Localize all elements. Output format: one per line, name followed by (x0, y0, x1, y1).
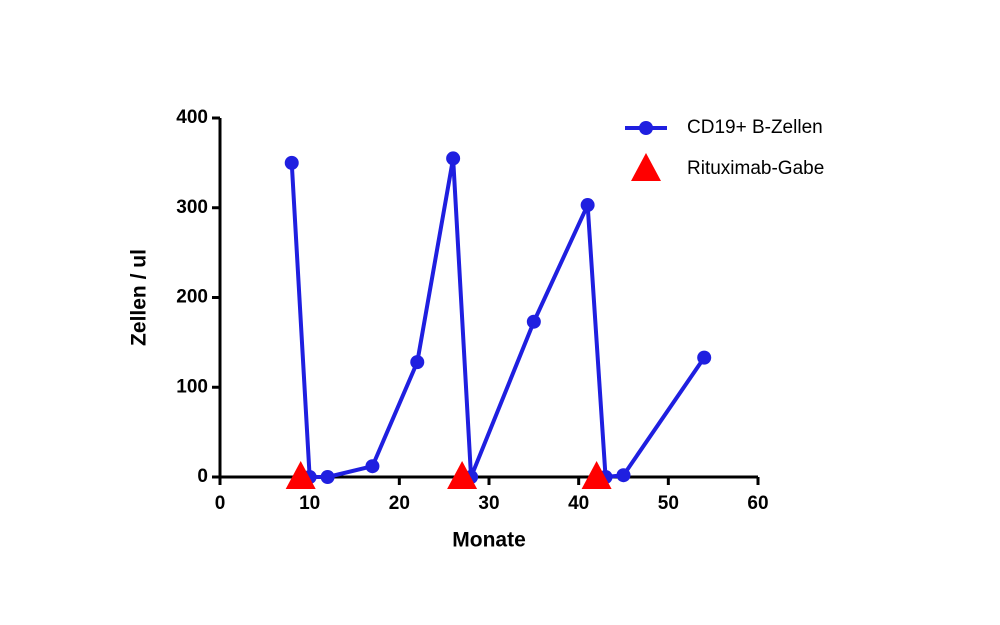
legend-label: CD19+ B-Zellen (687, 117, 823, 138)
y-axis-label: Zellen / ul (128, 249, 151, 346)
point (410, 355, 425, 370)
x-tick-label: 30 (478, 493, 499, 514)
point (446, 151, 461, 166)
triangle-marker (447, 461, 478, 489)
x-tick-label: 50 (658, 493, 679, 514)
x-tick-label: 60 (747, 493, 768, 514)
point (320, 470, 335, 484)
y-tick-label: 100 (176, 376, 208, 397)
x-axis-label: Monate (452, 529, 526, 552)
x-tick-label: 10 (299, 493, 320, 514)
point (526, 314, 541, 329)
y-tick-label: 400 (176, 107, 208, 128)
point (284, 155, 299, 170)
x-tick-label: 20 (389, 493, 410, 514)
point (365, 459, 380, 474)
series-line (289, 156, 706, 479)
point (697, 350, 712, 365)
triangle-marker (285, 461, 316, 489)
legend-marker (639, 121, 653, 135)
point (616, 468, 631, 483)
x-tick-label: 40 (568, 493, 589, 514)
y-tick-label: 0 (197, 466, 208, 487)
legend-marker (631, 153, 661, 181)
legend-label: Rituximab-Gabe (687, 158, 824, 179)
point (580, 198, 595, 213)
triangle-marker (581, 461, 612, 489)
y-tick-label: 300 (176, 197, 208, 218)
x-tick-label: 0 (215, 493, 226, 514)
y-tick-label: 200 (176, 287, 208, 308)
